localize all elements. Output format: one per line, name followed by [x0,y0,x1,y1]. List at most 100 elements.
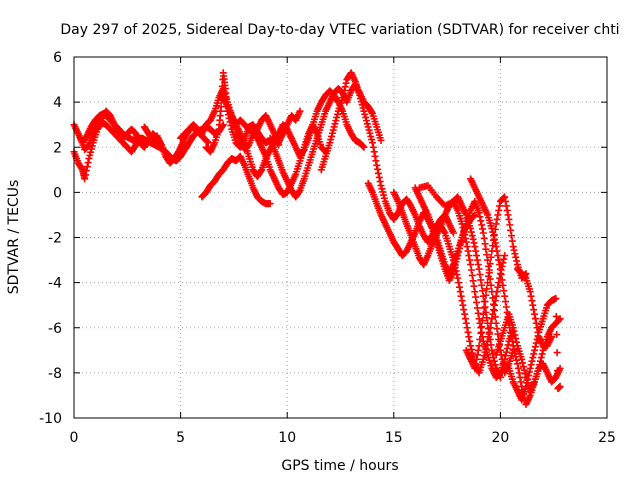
plus-marker [527,361,535,369]
x-tick-label: 0 [70,430,79,446]
plus-marker [534,328,542,336]
series-track-18 [505,294,564,404]
y-tick-label: -6 [48,321,62,337]
plus-marker [454,274,462,282]
plus-marker [473,351,481,359]
plus-marker [483,314,491,322]
x-tick-label: 20 [491,430,509,446]
plus-marker [368,136,376,144]
plus-marker [295,187,303,195]
plus-marker [490,236,498,244]
plus-marker [552,312,560,320]
plus-marker [509,324,517,332]
plus-marker [473,298,481,306]
plus-marker [482,245,490,253]
plus-marker [473,304,481,312]
plus-marker [531,310,539,318]
y-tick-label: -8 [48,366,62,382]
plus-marker [467,342,475,350]
x-axis-label: GPS time / hours [281,458,398,474]
plus-marker [500,287,508,295]
plus-marker [368,108,376,116]
plus-marker [358,101,366,109]
ticks [73,56,608,419]
plus-marker [508,237,516,245]
plus-marker [471,288,479,296]
plus-marker [461,310,469,318]
x-tick-label: 10 [278,430,296,446]
plus-marker [553,331,561,339]
plus-marker [368,139,376,147]
plus-marker [204,139,212,147]
plus-marker [483,285,491,293]
plus-marker [478,225,486,233]
plus-marker [488,288,496,296]
plus-marker [524,375,532,383]
plus-marker [496,261,504,269]
plus-marker [334,110,342,118]
plus-marker [514,364,522,372]
plus-marker [488,224,496,232]
plus-marker [463,243,471,251]
plus-marker [501,292,509,300]
y-tick-label: -10 [39,411,62,427]
plus-marker [519,359,527,367]
plus-marker [457,292,465,300]
chart-title: Day 297 of 2025, Sidereal Day-to-day VTE… [60,22,619,38]
plus-marker [467,345,475,353]
plus-marker [375,173,383,181]
plus-marker [479,229,487,237]
plus-marker [455,283,463,291]
plus-marker [360,107,368,115]
plus-marker [556,382,564,390]
y-tick-label: 0 [53,185,62,201]
plus-marker [440,228,448,236]
plus-marker [486,335,494,343]
plus-marker [474,309,482,317]
plus-marker [490,231,498,239]
plus-marker [455,279,463,287]
plus-marker [462,319,470,327]
plus-marker [507,226,515,234]
y-axis-label: SDTVAR / TECUs [6,180,22,295]
plus-marker [296,107,304,115]
plus-marker [471,364,479,372]
plus-marker [478,323,486,331]
plus-marker [475,265,483,273]
plus-marker [326,139,334,147]
plus-marker [490,307,498,315]
x-tick-label: 25 [598,430,616,446]
plus-marker [330,123,338,131]
plus-marker [340,86,348,94]
plus-marker [478,317,486,325]
plus-marker [478,221,486,229]
plus-marker [511,250,519,258]
plus-marker [501,355,509,363]
plus-marker [473,355,481,363]
plus-marker [529,354,537,362]
plus-marker [535,364,543,372]
plus-marker [462,238,470,246]
plus-marker [364,123,372,131]
plus-marker [488,346,496,354]
plus-marker [85,155,93,163]
plus-marker [529,301,537,309]
plus-marker [485,266,493,274]
series-track-21 [177,85,304,147]
plus-marker [481,298,489,306]
plus-marker [328,132,336,140]
plus-marker [528,357,536,365]
plus-marker [516,373,524,381]
plus-marker [492,319,500,327]
plus-marker [473,252,481,260]
plus-marker [478,281,486,289]
plus-marker [484,279,492,287]
plus-marker [482,291,490,299]
plus-marker [359,142,367,150]
plus-marker [378,185,386,193]
plus-marker [511,349,519,357]
plus-marker [511,331,519,339]
plus-marker [480,352,488,360]
plus-marker [479,310,487,318]
plus-marker [521,273,529,281]
